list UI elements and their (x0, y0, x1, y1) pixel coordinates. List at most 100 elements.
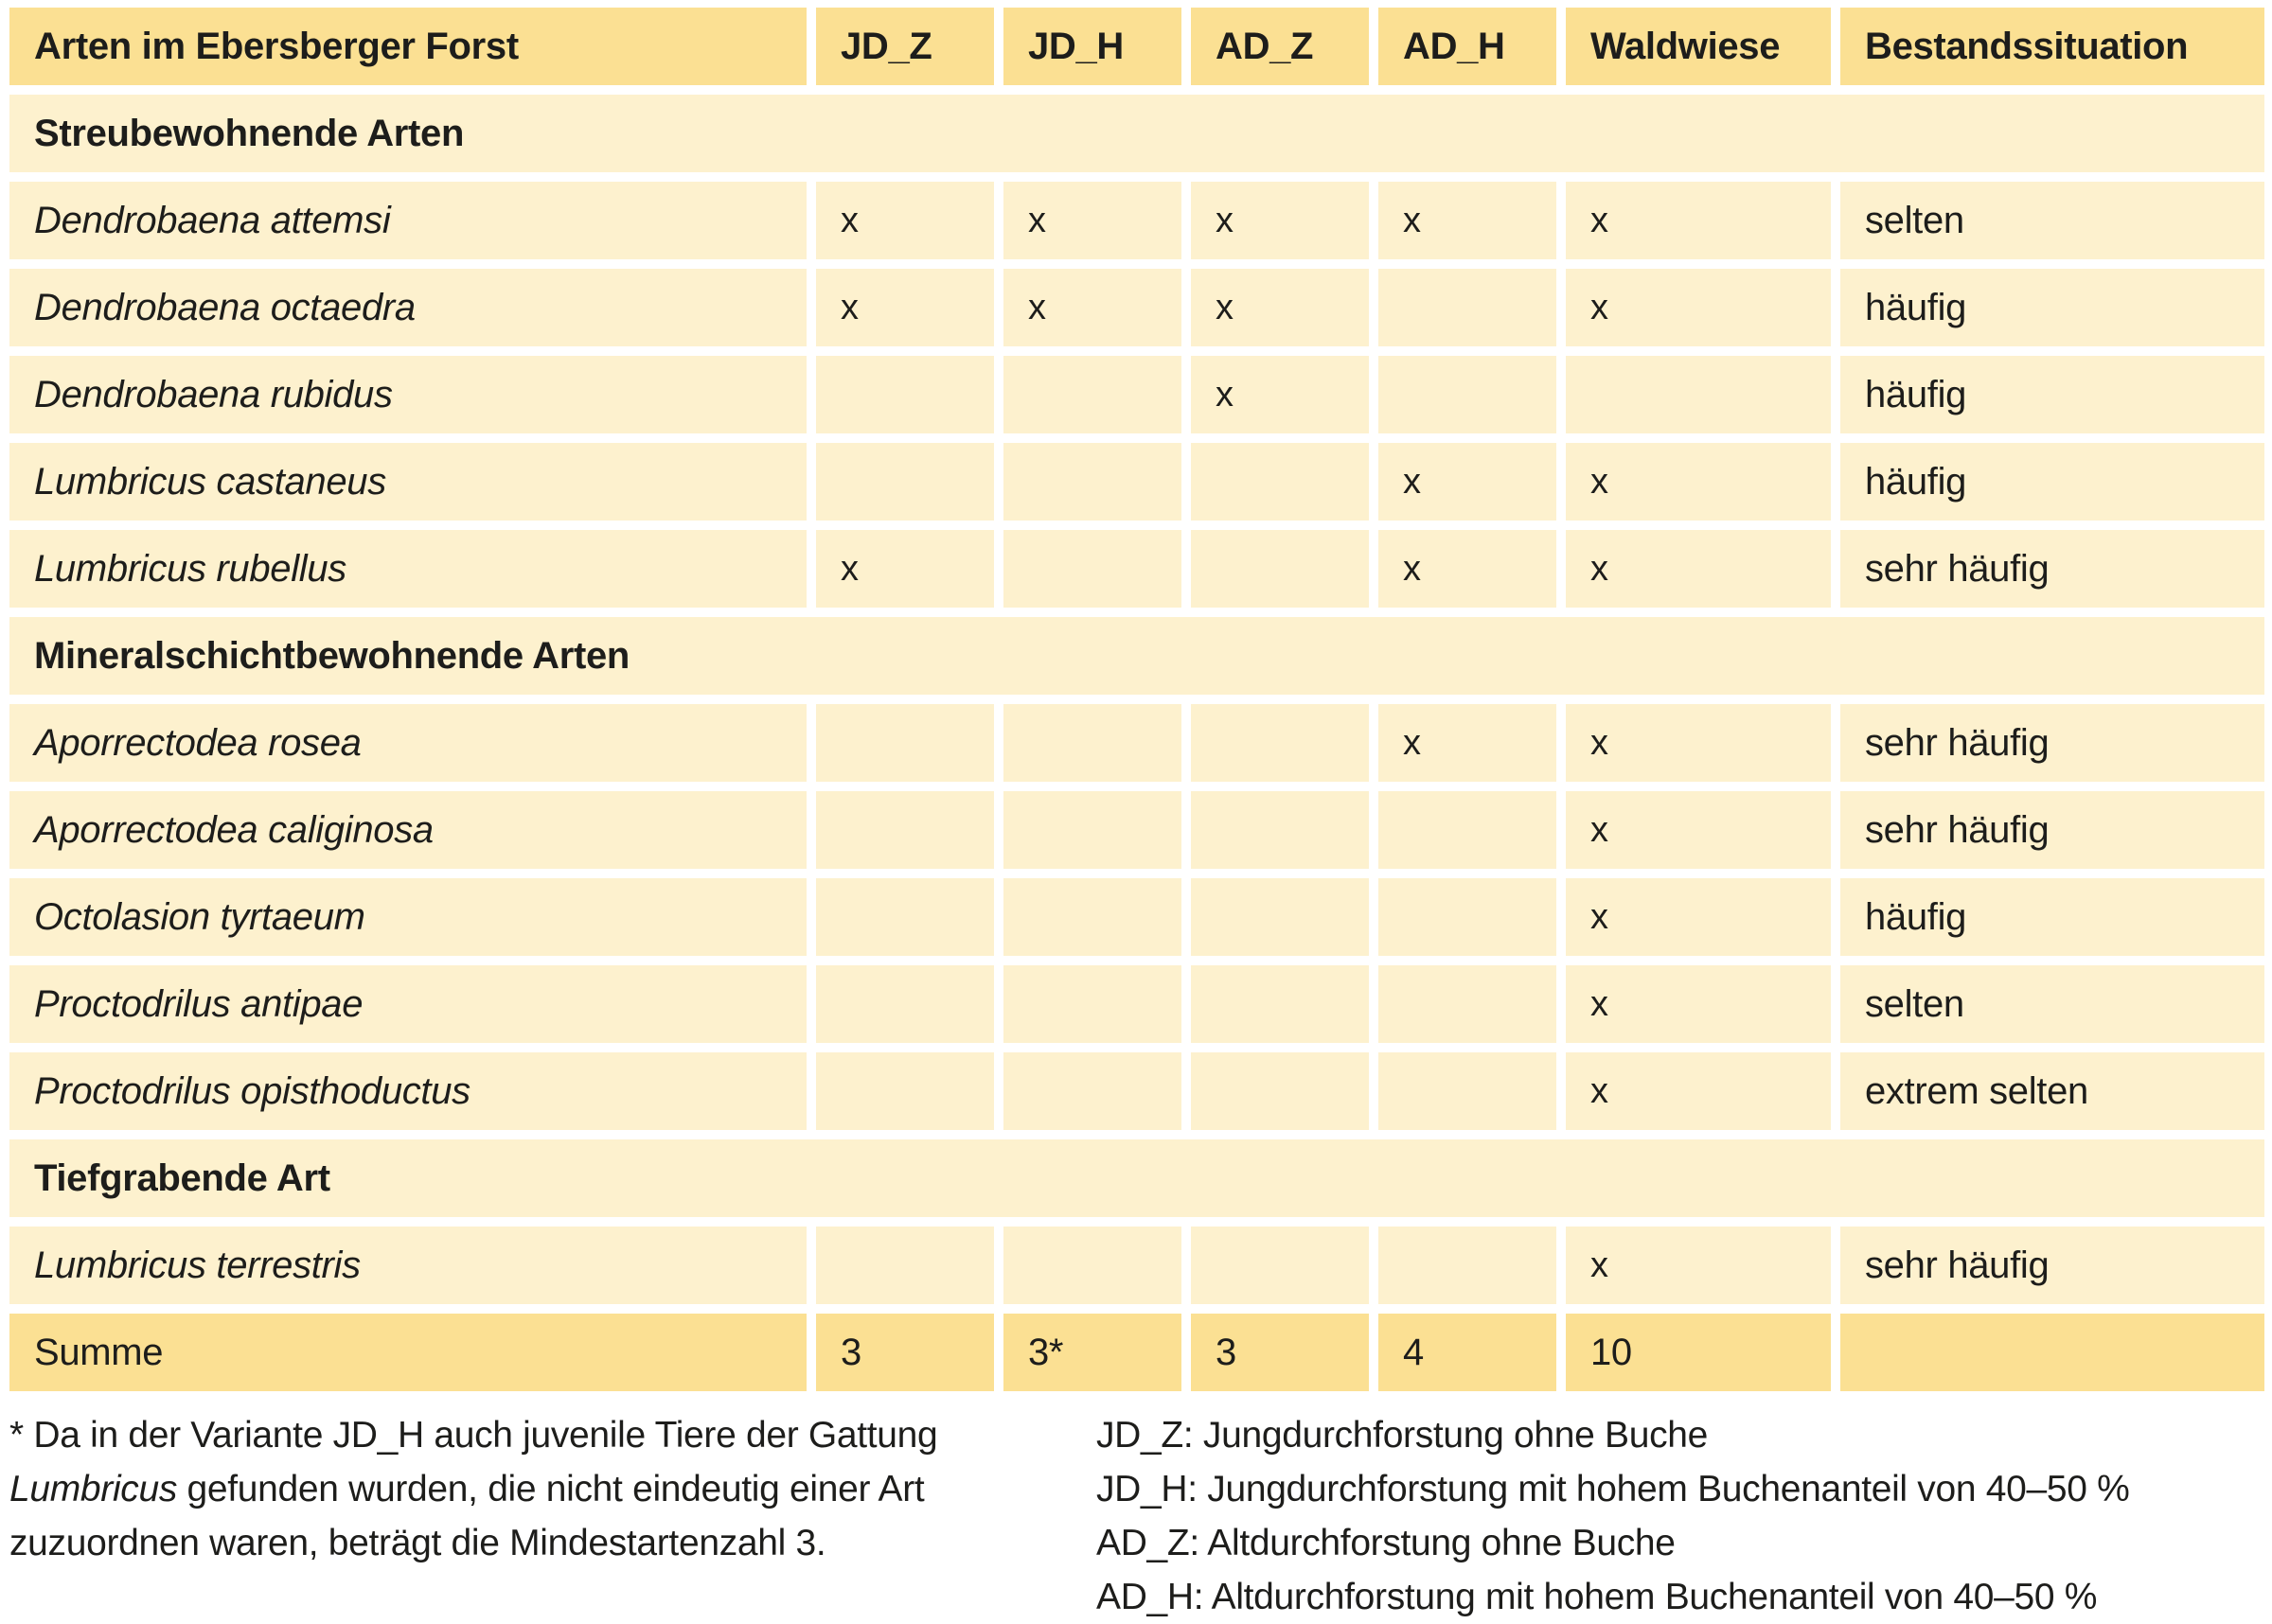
presence-mark (816, 356, 994, 433)
summe-value-waldwiese: 10 (1566, 1314, 1831, 1391)
status-value: sehr häufig (1840, 704, 2264, 782)
presence-mark: x (1378, 530, 1556, 608)
presence-mark: x (1378, 704, 1556, 782)
presence-mark: x (1566, 182, 1831, 259)
presence-mark (1003, 791, 1181, 869)
status-value: sehr häufig (1840, 791, 2264, 869)
species-name: Dendrobaena octaedra (9, 269, 807, 346)
presence-mark: x (1566, 530, 1831, 608)
status-value: selten (1840, 965, 2264, 1043)
presence-mark: x (1378, 182, 1556, 259)
legend-line-jd-z: JD_Z: Jungdurchforstung ohne Buche (1096, 1415, 1709, 1456)
header-col-ad-z: AD_Z (1191, 8, 1369, 85)
presence-mark (1191, 878, 1369, 956)
presence-mark (1003, 443, 1181, 521)
legend-line-ad-z: AD_Z: Altdurchforstung ohne Buche (1096, 1523, 1676, 1563)
section-header-mineralschicht: Mineralschichtbewohnende Arten (9, 617, 2264, 695)
presence-mark (1191, 704, 1369, 782)
presence-mark (1191, 965, 1369, 1043)
legend-line-jd-h: JD_H: Jungdurchforstung mit hohem Buchen… (1096, 1469, 2130, 1509)
presence-mark (1003, 1052, 1181, 1130)
species-name: Dendrobaena attemsi (9, 182, 807, 259)
presence-mark (1566, 356, 1831, 433)
presence-mark: x (1566, 704, 1831, 782)
species-name: Aporrectodea caliginosa (9, 791, 807, 869)
presence-mark (1378, 1227, 1556, 1304)
species-name: Dendrobaena rubidus (9, 356, 807, 433)
footnote-line: zuzuordnen waren, beträgt die Mindestart… (9, 1523, 826, 1563)
presence-mark (1191, 791, 1369, 869)
summe-value-ad-z: 3 (1191, 1314, 1369, 1391)
presence-mark (816, 791, 994, 869)
status-value: selten (1840, 182, 2264, 259)
species-name: Lumbricus castaneus (9, 443, 807, 521)
presence-mark (1191, 443, 1369, 521)
presence-mark (1378, 878, 1556, 956)
presence-mark (1003, 356, 1181, 433)
summe-value-bestandssituation (1840, 1314, 2264, 1391)
presence-mark (1191, 530, 1369, 608)
header-col-ad-h: AD_H (1378, 8, 1556, 85)
presence-mark (816, 1052, 994, 1130)
presence-mark: x (1191, 269, 1369, 346)
presence-mark: x (1566, 965, 1831, 1043)
species-name: Proctodrilus antipae (9, 965, 807, 1043)
summe-value-jd-z: 3 (816, 1314, 994, 1391)
presence-mark (816, 878, 994, 956)
presence-mark (1003, 965, 1181, 1043)
presence-mark: x (816, 269, 994, 346)
presence-mark (1003, 704, 1181, 782)
presence-mark: x (1566, 443, 1831, 521)
summe-value-jd-h: 3* (1003, 1314, 1181, 1391)
section-header-tiefgrabende: Tiefgrabende Art (9, 1139, 2264, 1217)
presence-mark (1003, 530, 1181, 608)
presence-mark (1378, 356, 1556, 433)
presence-mark (816, 965, 994, 1043)
presence-mark: x (1566, 791, 1831, 869)
species-name: Lumbricus terrestris (9, 1227, 807, 1304)
status-value: häufig (1840, 878, 2264, 956)
header-col-bestandssituation: Bestandssituation (1840, 8, 2264, 85)
presence-mark (1378, 1052, 1556, 1130)
presence-mark: x (816, 530, 994, 608)
status-value: häufig (1840, 356, 2264, 433)
presence-mark (1378, 269, 1556, 346)
presence-mark (816, 1227, 994, 1304)
presence-mark: x (1566, 878, 1831, 956)
header-col-jd-z: JD_Z (816, 8, 994, 85)
species-table: Arten im Ebersberger Forst JD_Z JD_H AD_… (9, 8, 2264, 1391)
section-header-streubewohnende: Streubewohnende Arten (9, 95, 2264, 172)
legend: JD_Z: Jungdurchforstung ohne Buche JD_H:… (1096, 1408, 2270, 1624)
summe-value-ad-h: 4 (1378, 1314, 1556, 1391)
footnote-line: Lumbricus gefunden wurden, die nicht ein… (9, 1469, 925, 1509)
presence-mark: x (816, 182, 994, 259)
presence-mark (1378, 965, 1556, 1043)
header-col-waldwiese: Waldwiese (1566, 8, 1831, 85)
presence-mark: x (1003, 269, 1181, 346)
status-value: häufig (1840, 443, 2264, 521)
presence-mark (1191, 1227, 1369, 1304)
header-species-column: Arten im Ebersberger Forst (9, 8, 807, 85)
presence-mark (1191, 1052, 1369, 1130)
species-name: Lumbricus rubellus (9, 530, 807, 608)
presence-mark (816, 443, 994, 521)
species-name: Proctodrilus opisthoductus (9, 1052, 807, 1130)
presence-mark: x (1566, 1052, 1831, 1130)
presence-mark (1003, 878, 1181, 956)
species-name: Octolasion tyrtaeum (9, 878, 807, 956)
status-value: häufig (1840, 269, 2264, 346)
header-col-jd-h: JD_H (1003, 8, 1181, 85)
presence-mark: x (1003, 182, 1181, 259)
presence-mark: x (1191, 182, 1369, 259)
presence-mark: x (1191, 356, 1369, 433)
presence-mark (1378, 791, 1556, 869)
footnote-line: * Da in der Variante JD_H auch juvenile … (9, 1415, 938, 1456)
status-value: sehr häufig (1840, 1227, 2264, 1304)
presence-mark: x (1566, 1227, 1831, 1304)
presence-mark (1003, 1227, 1181, 1304)
species-name: Aporrectodea rosea (9, 704, 807, 782)
status-value: extrem selten (1840, 1052, 2264, 1130)
footnote: * Da in der Variante JD_H auch juvenile … (9, 1408, 1070, 1570)
presence-mark: x (1378, 443, 1556, 521)
presence-mark (816, 704, 994, 782)
